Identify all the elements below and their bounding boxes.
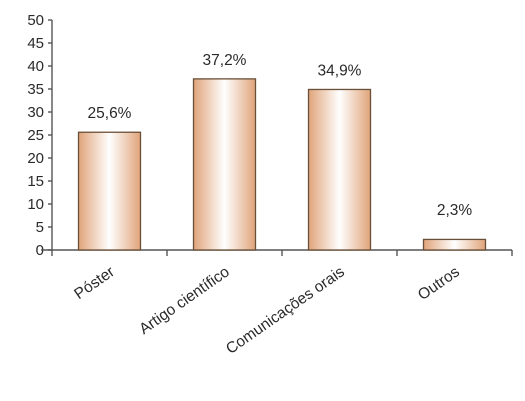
bar [422,238,487,251]
category-label: Artigo científico [136,263,233,338]
data-label: 34,9% [318,62,362,79]
data-label: 2,3% [437,202,473,219]
y-tick-label: 5 [36,219,44,236]
y-tick-label: 15 [27,173,44,190]
category-label: Comunicações orais [223,263,348,358]
data-label: 37,2% [203,52,247,69]
x-axis [41,249,513,256]
y-axis: 0 5 10 15 20 25 30 35 40 45 50 [27,12,53,259]
data-label: 25,6% [88,105,132,122]
bar [307,88,372,251]
y-tick-label: 20 [27,150,44,167]
bar [77,131,142,251]
y-tick-label: 50 [27,12,44,29]
y-tick-label: 25 [27,127,44,144]
y-tick-label: 35 [27,81,44,98]
y-tick-label: 40 [27,58,44,75]
category-label: Póster [71,263,117,303]
y-tick-label: 0 [36,242,44,259]
y-tick-label: 45 [27,35,44,52]
y-tick-label: 30 [27,104,44,121]
y-tick-label: 10 [27,196,44,213]
bars [77,78,487,251]
bar [192,78,257,251]
data-labels: 25,6% 37,2% 34,9% 2,3% [88,52,473,219]
category-label: Outros [415,263,463,304]
